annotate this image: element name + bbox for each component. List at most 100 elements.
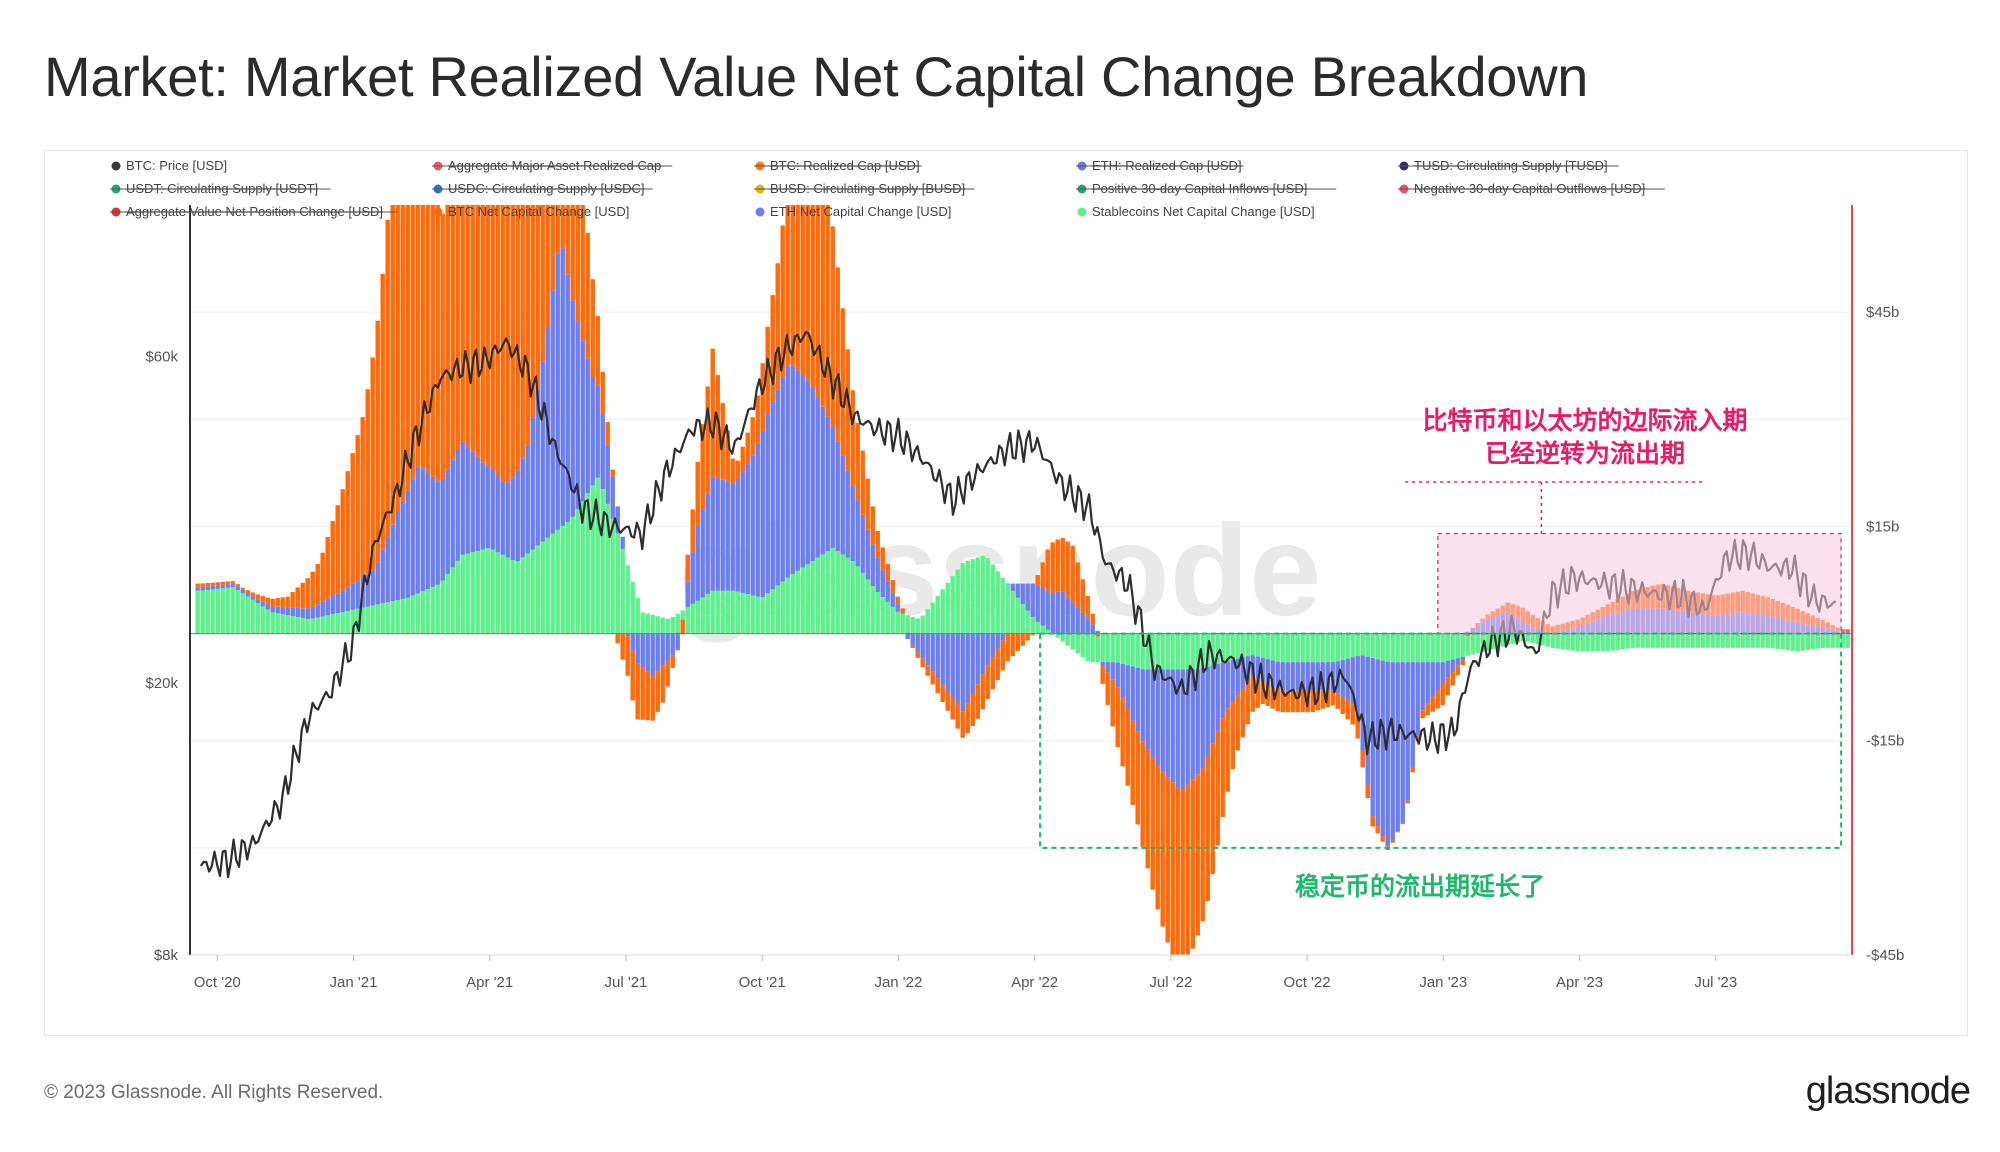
eth-bar: [260, 601, 265, 607]
eth-bar: [415, 466, 420, 594]
btc-bar: [530, 205, 535, 418]
btc-bar: [410, 205, 415, 479]
btc-bar: [1465, 633, 1470, 636]
eth-bar: [740, 471, 745, 593]
eth-bar: [930, 633, 935, 672]
btc-bar: [975, 684, 980, 719]
stablecoin-bar: [1065, 633, 1070, 646]
stablecoin-bar: [310, 618, 315, 634]
btc-bar: [1410, 767, 1415, 773]
stablecoin-bar: [1800, 633, 1805, 651]
stablecoin-bar: [990, 564, 995, 634]
stablecoin-bar: [1640, 633, 1645, 648]
btc-bar: [625, 636, 630, 676]
stablecoin-bar: [795, 570, 800, 634]
btc-bar: [1120, 698, 1125, 767]
stablecoin-bar: [1725, 633, 1730, 648]
eth-bar: [1315, 662, 1320, 691]
eth-bar: [395, 512, 400, 601]
stablecoin-bar: [1070, 633, 1075, 650]
eth-bar: [315, 604, 320, 618]
btc-bar: [1130, 720, 1135, 806]
eth-bar: [765, 414, 770, 594]
eth-bar: [1135, 667, 1140, 732]
stablecoin-bar: [1295, 633, 1300, 663]
stablecoin-bar: [500, 554, 505, 634]
stablecoin-bar: [890, 606, 895, 634]
btc-bar: [1390, 840, 1395, 843]
stablecoin-bar: [1830, 633, 1835, 648]
legend-dot: [433, 207, 443, 217]
eth-bar: [1265, 659, 1270, 685]
eth-bar: [715, 478, 720, 591]
eth-bar: [1415, 662, 1420, 736]
eth-bar: [435, 481, 440, 585]
stablecoin-bar: [760, 597, 765, 634]
eth-bar: [1015, 583, 1020, 598]
eth-bar: [1320, 662, 1325, 691]
eth-bar: [1380, 660, 1385, 837]
btc-bar: [840, 308, 845, 456]
eth-bar: [755, 443, 760, 597]
eth-bar: [1255, 656, 1260, 680]
stablecoin-bar: [605, 503, 610, 634]
btc-bar: [880, 547, 885, 570]
eth-bar: [855, 500, 860, 567]
eth-bar: [485, 465, 490, 549]
stablecoin-bar: [1000, 577, 1005, 634]
eth-bar: [810, 387, 815, 561]
eth-bar: [1840, 631, 1845, 634]
btc-bar: [710, 348, 715, 477]
stablecoin-bar: [880, 597, 885, 634]
eth-bar: [1175, 669, 1180, 788]
stablecoin-bar: [1125, 633, 1130, 666]
x-tick-label: Jan '23: [1419, 974, 1467, 991]
eth-bar: [595, 385, 600, 478]
stablecoin-bar: [545, 537, 550, 634]
eth-bar: [255, 599, 260, 604]
stablecoin-bar: [1265, 633, 1270, 660]
eth-bar: [800, 375, 805, 568]
stablecoin-bar: [1740, 633, 1745, 648]
btc-bar: [1430, 697, 1435, 712]
eth-bar: [1190, 669, 1195, 780]
stablecoin-bar: [1610, 633, 1615, 651]
eth-bar: [990, 633, 995, 658]
stablecoin-bar: [1755, 633, 1760, 648]
stablecoin-bar: [1705, 633, 1710, 648]
x-tick-label: Jul '21: [604, 974, 647, 991]
stablecoin-bar: [1365, 633, 1370, 657]
stablecoin-bar: [1750, 633, 1755, 648]
stablecoin-bar: [1150, 633, 1155, 670]
eth-bar: [1345, 658, 1350, 701]
stablecoin-bar: [220, 588, 225, 634]
stablecoin-bar: [370, 605, 375, 634]
eth-bar: [480, 462, 485, 550]
btc-bar: [820, 205, 825, 407]
stablecoin-bar: [1235, 633, 1240, 659]
stablecoin-bar: [440, 580, 445, 634]
stablecoin-bar: [555, 529, 560, 634]
eth-bar: [1105, 662, 1110, 673]
stablecoin-bar: [1575, 633, 1580, 652]
stablecoin-bar: [1570, 633, 1575, 651]
btc-bar: [985, 665, 990, 699]
stablecoin-bar: [1450, 633, 1455, 660]
eth-bar: [490, 469, 495, 550]
eth-bar: [445, 469, 450, 574]
stablecoin-bar: [1475, 633, 1480, 654]
stablecoin-bar: [1190, 633, 1195, 670]
btc-bar: [1155, 766, 1160, 910]
eth-bar: [495, 475, 500, 553]
btc-bar: [755, 395, 760, 444]
btc-bar: [935, 678, 940, 694]
stablecoin-bar: [1315, 633, 1320, 663]
btc-bar: [1140, 741, 1145, 847]
stablecoin-bar: [1590, 633, 1595, 652]
stablecoin-bar: [610, 518, 615, 634]
eth-bar: [1350, 657, 1355, 705]
eth-bar: [1455, 658, 1460, 666]
stablecoin-bar: [875, 592, 880, 634]
btc-bar: [395, 205, 400, 513]
stablecoin-bar: [275, 613, 280, 634]
